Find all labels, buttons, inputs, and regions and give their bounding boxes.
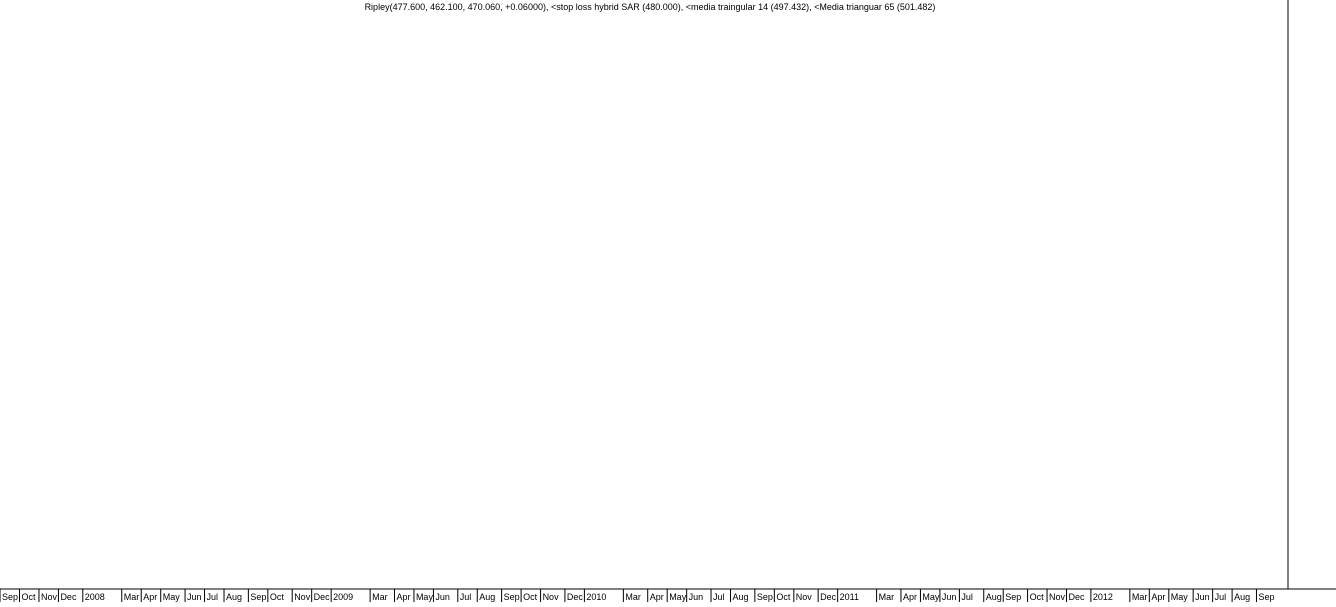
x-tick-label: Aug [733, 592, 749, 602]
x-tick-label: 2008 [85, 592, 105, 602]
x-tick-label: Sep [1258, 592, 1274, 602]
x-tick-label: Sep [2, 592, 18, 602]
x-tick-label: Jun [187, 592, 202, 602]
x-tick-label: Oct [270, 592, 285, 602]
chart-title: Ripley(477.600, 462.100, 470.060, +0.060… [365, 2, 936, 12]
x-tick-label: Aug [1234, 592, 1250, 602]
x-tick-label: Oct [1030, 592, 1045, 602]
x-tick-label: Nov [294, 592, 311, 602]
x-tick-label: 2009 [333, 592, 353, 602]
x-tick-label: Jul [460, 592, 472, 602]
x-tick-label: Aug [986, 592, 1002, 602]
x-tick-label: Dec [567, 592, 584, 602]
x-tick-label: Sep [1005, 592, 1021, 602]
x-tick-label: Nov [41, 592, 58, 602]
x-axis: Sep Oct Nov Dec 2008 Mar Apr May Jun Jul Aug Sep Oct… [0, 589, 1274, 602]
x-tick-label: Nov [1049, 592, 1066, 602]
x-tick-label: Mar [625, 592, 641, 602]
x-tick-label: May [922, 592, 940, 602]
x-tick-label: Jul [713, 592, 725, 602]
x-tick-label: Sep [757, 592, 773, 602]
x-tick-label: Sep [250, 592, 266, 602]
x-tick-label: 2012 [1093, 592, 1113, 602]
x-tick-label: 2010 [586, 592, 606, 602]
x-tick-label: Dec [820, 592, 837, 602]
x-tick-label: Nov [796, 592, 813, 602]
x-tick-label: Jul [961, 592, 973, 602]
x-tick-label: Mar [879, 592, 895, 602]
x-tick-label: May [1171, 592, 1189, 602]
x-tick-label: Jul [207, 592, 219, 602]
x-tick-label: Aug [479, 592, 495, 602]
x-tick-label: Jun [689, 592, 704, 602]
x-tick-label: Apr [143, 592, 157, 602]
x-tick-label: Apr [396, 592, 410, 602]
x-tick-label: Oct [21, 592, 36, 602]
x-tick-label: Aug [226, 592, 242, 602]
x-tick-label: Oct [523, 592, 538, 602]
x-tick-label: Jun [1195, 592, 1210, 602]
x-tick-label: Oct [776, 592, 791, 602]
x-tick-label: Jun [435, 592, 450, 602]
x-tick-label: Sep [504, 592, 520, 602]
x-tick-label: Apr [650, 592, 664, 602]
x-tick-label: May [416, 592, 434, 602]
x-tick-label: Dec [60, 592, 77, 602]
x-tick-label: Dec [1069, 592, 1086, 602]
x-tick-label: Apr [903, 592, 917, 602]
x-tick-label: May [669, 592, 687, 602]
x-tick-label: 2011 [840, 592, 859, 602]
x-tick-label: May [163, 592, 181, 602]
x-tick-label: Nov [543, 592, 560, 602]
x-tick-label: Dec [314, 592, 331, 602]
x-tick-label: Jul [1215, 592, 1227, 602]
x-tick-label: Mar [124, 592, 140, 602]
x-tick-label: Jun [942, 592, 957, 602]
x-tick-label: Mar [372, 592, 388, 602]
x-tick-label: Mar [1132, 592, 1148, 602]
x-tick-label: Apr [1151, 592, 1165, 602]
